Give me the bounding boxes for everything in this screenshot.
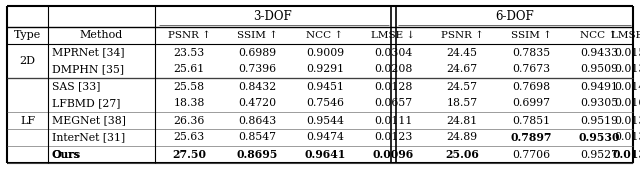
Text: 2D: 2D	[19, 56, 35, 66]
Text: 24.45: 24.45	[447, 48, 477, 57]
Text: 0.4720: 0.4720	[238, 98, 276, 109]
Text: 0.8432: 0.8432	[238, 82, 276, 91]
Text: 0.8547: 0.8547	[238, 132, 276, 143]
Text: 25.61: 25.61	[173, 64, 205, 75]
Text: 0.7673: 0.7673	[512, 64, 550, 75]
Text: 24.67: 24.67	[447, 64, 477, 75]
Text: LF: LF	[20, 116, 35, 125]
Text: 0.9433: 0.9433	[580, 48, 618, 57]
Text: 0.9519: 0.9519	[580, 116, 618, 125]
Text: 0.7396: 0.7396	[238, 64, 276, 75]
Text: SSIM ↑: SSIM ↑	[511, 31, 552, 40]
Text: 0.0096: 0.0096	[372, 149, 413, 160]
Text: 18.38: 18.38	[173, 98, 205, 109]
Text: 0.9641: 0.9641	[304, 149, 346, 160]
Text: 0.0111: 0.0111	[374, 116, 412, 125]
Text: 0.7546: 0.7546	[306, 98, 344, 109]
Text: 0.9009: 0.9009	[306, 48, 344, 57]
Text: InterNet [31]: InterNet [31]	[52, 132, 125, 143]
Text: Ours: Ours	[52, 150, 79, 159]
Text: 23.53: 23.53	[173, 48, 205, 57]
Text: NCC ↑: NCC ↑	[580, 31, 618, 40]
Text: LFBMD [27]: LFBMD [27]	[52, 98, 120, 109]
Text: 18.57: 18.57	[447, 98, 477, 109]
Text: SAS [33]: SAS [33]	[52, 82, 100, 91]
Text: 0.9544: 0.9544	[306, 116, 344, 125]
Text: Type: Type	[14, 30, 41, 41]
Text: 0.9530: 0.9530	[579, 132, 620, 143]
Text: 0.9474: 0.9474	[306, 132, 344, 143]
Text: 25.63: 25.63	[173, 132, 205, 143]
Text: LMSE ↓: LMSE ↓	[611, 31, 640, 40]
Text: 0.8695: 0.8695	[236, 149, 278, 160]
Text: 25.58: 25.58	[173, 82, 205, 91]
Text: 0.9527: 0.9527	[580, 150, 618, 159]
Text: 26.36: 26.36	[173, 116, 205, 125]
Text: 0.0208: 0.0208	[374, 64, 412, 75]
Text: Ours: Ours	[52, 149, 81, 160]
Text: PSNR ↑: PSNR ↑	[440, 31, 483, 40]
Text: 0.0657: 0.0657	[374, 98, 412, 109]
Text: 0.7851: 0.7851	[512, 116, 550, 125]
Text: 0.0169: 0.0169	[614, 98, 640, 109]
Text: 0.7897: 0.7897	[510, 132, 552, 143]
Text: 0.0132: 0.0132	[612, 149, 640, 160]
Text: 0.9509: 0.9509	[580, 64, 618, 75]
Text: 24.89: 24.89	[447, 132, 477, 143]
Text: DMPHN [35]: DMPHN [35]	[52, 64, 124, 75]
Text: PSNR ↑: PSNR ↑	[168, 31, 211, 40]
Text: SSIM ↑: SSIM ↑	[237, 31, 277, 40]
Text: 0.7835: 0.7835	[512, 48, 550, 57]
Text: 0.0136: 0.0136	[614, 64, 640, 75]
Text: 0.7698: 0.7698	[512, 82, 550, 91]
Text: NCC ↑: NCC ↑	[307, 31, 344, 40]
Text: 6-DOF: 6-DOF	[495, 10, 534, 23]
Text: 24.81: 24.81	[446, 116, 477, 125]
Text: Method: Method	[80, 30, 123, 41]
Text: 0.0139: 0.0139	[614, 116, 640, 125]
Text: 0.0128: 0.0128	[374, 82, 412, 91]
Text: 0.0304: 0.0304	[374, 48, 412, 57]
Text: 0.9491: 0.9491	[580, 82, 618, 91]
Text: 0.9291: 0.9291	[306, 64, 344, 75]
Text: 24.57: 24.57	[447, 82, 477, 91]
Text: 0.7706: 0.7706	[512, 150, 550, 159]
Text: 0.9451: 0.9451	[306, 82, 344, 91]
Text: 0.9305: 0.9305	[580, 98, 618, 109]
Text: 0.0139: 0.0139	[614, 132, 640, 143]
Text: 0.6989: 0.6989	[238, 48, 276, 57]
Text: MPRNet [34]: MPRNet [34]	[52, 48, 125, 57]
Text: 27.50: 27.50	[172, 149, 206, 160]
Text: 25.06: 25.06	[445, 149, 479, 160]
Text: LMSE ↓: LMSE ↓	[371, 31, 415, 40]
Text: 0.0153: 0.0153	[614, 48, 640, 57]
Text: 0.0123: 0.0123	[374, 132, 412, 143]
Text: 0.6997: 0.6997	[512, 98, 550, 109]
Text: 0.8643: 0.8643	[238, 116, 276, 125]
Text: 3-DOF: 3-DOF	[253, 10, 292, 23]
Text: 0.0143: 0.0143	[614, 82, 640, 91]
Text: MEGNet [38]: MEGNet [38]	[52, 116, 126, 125]
